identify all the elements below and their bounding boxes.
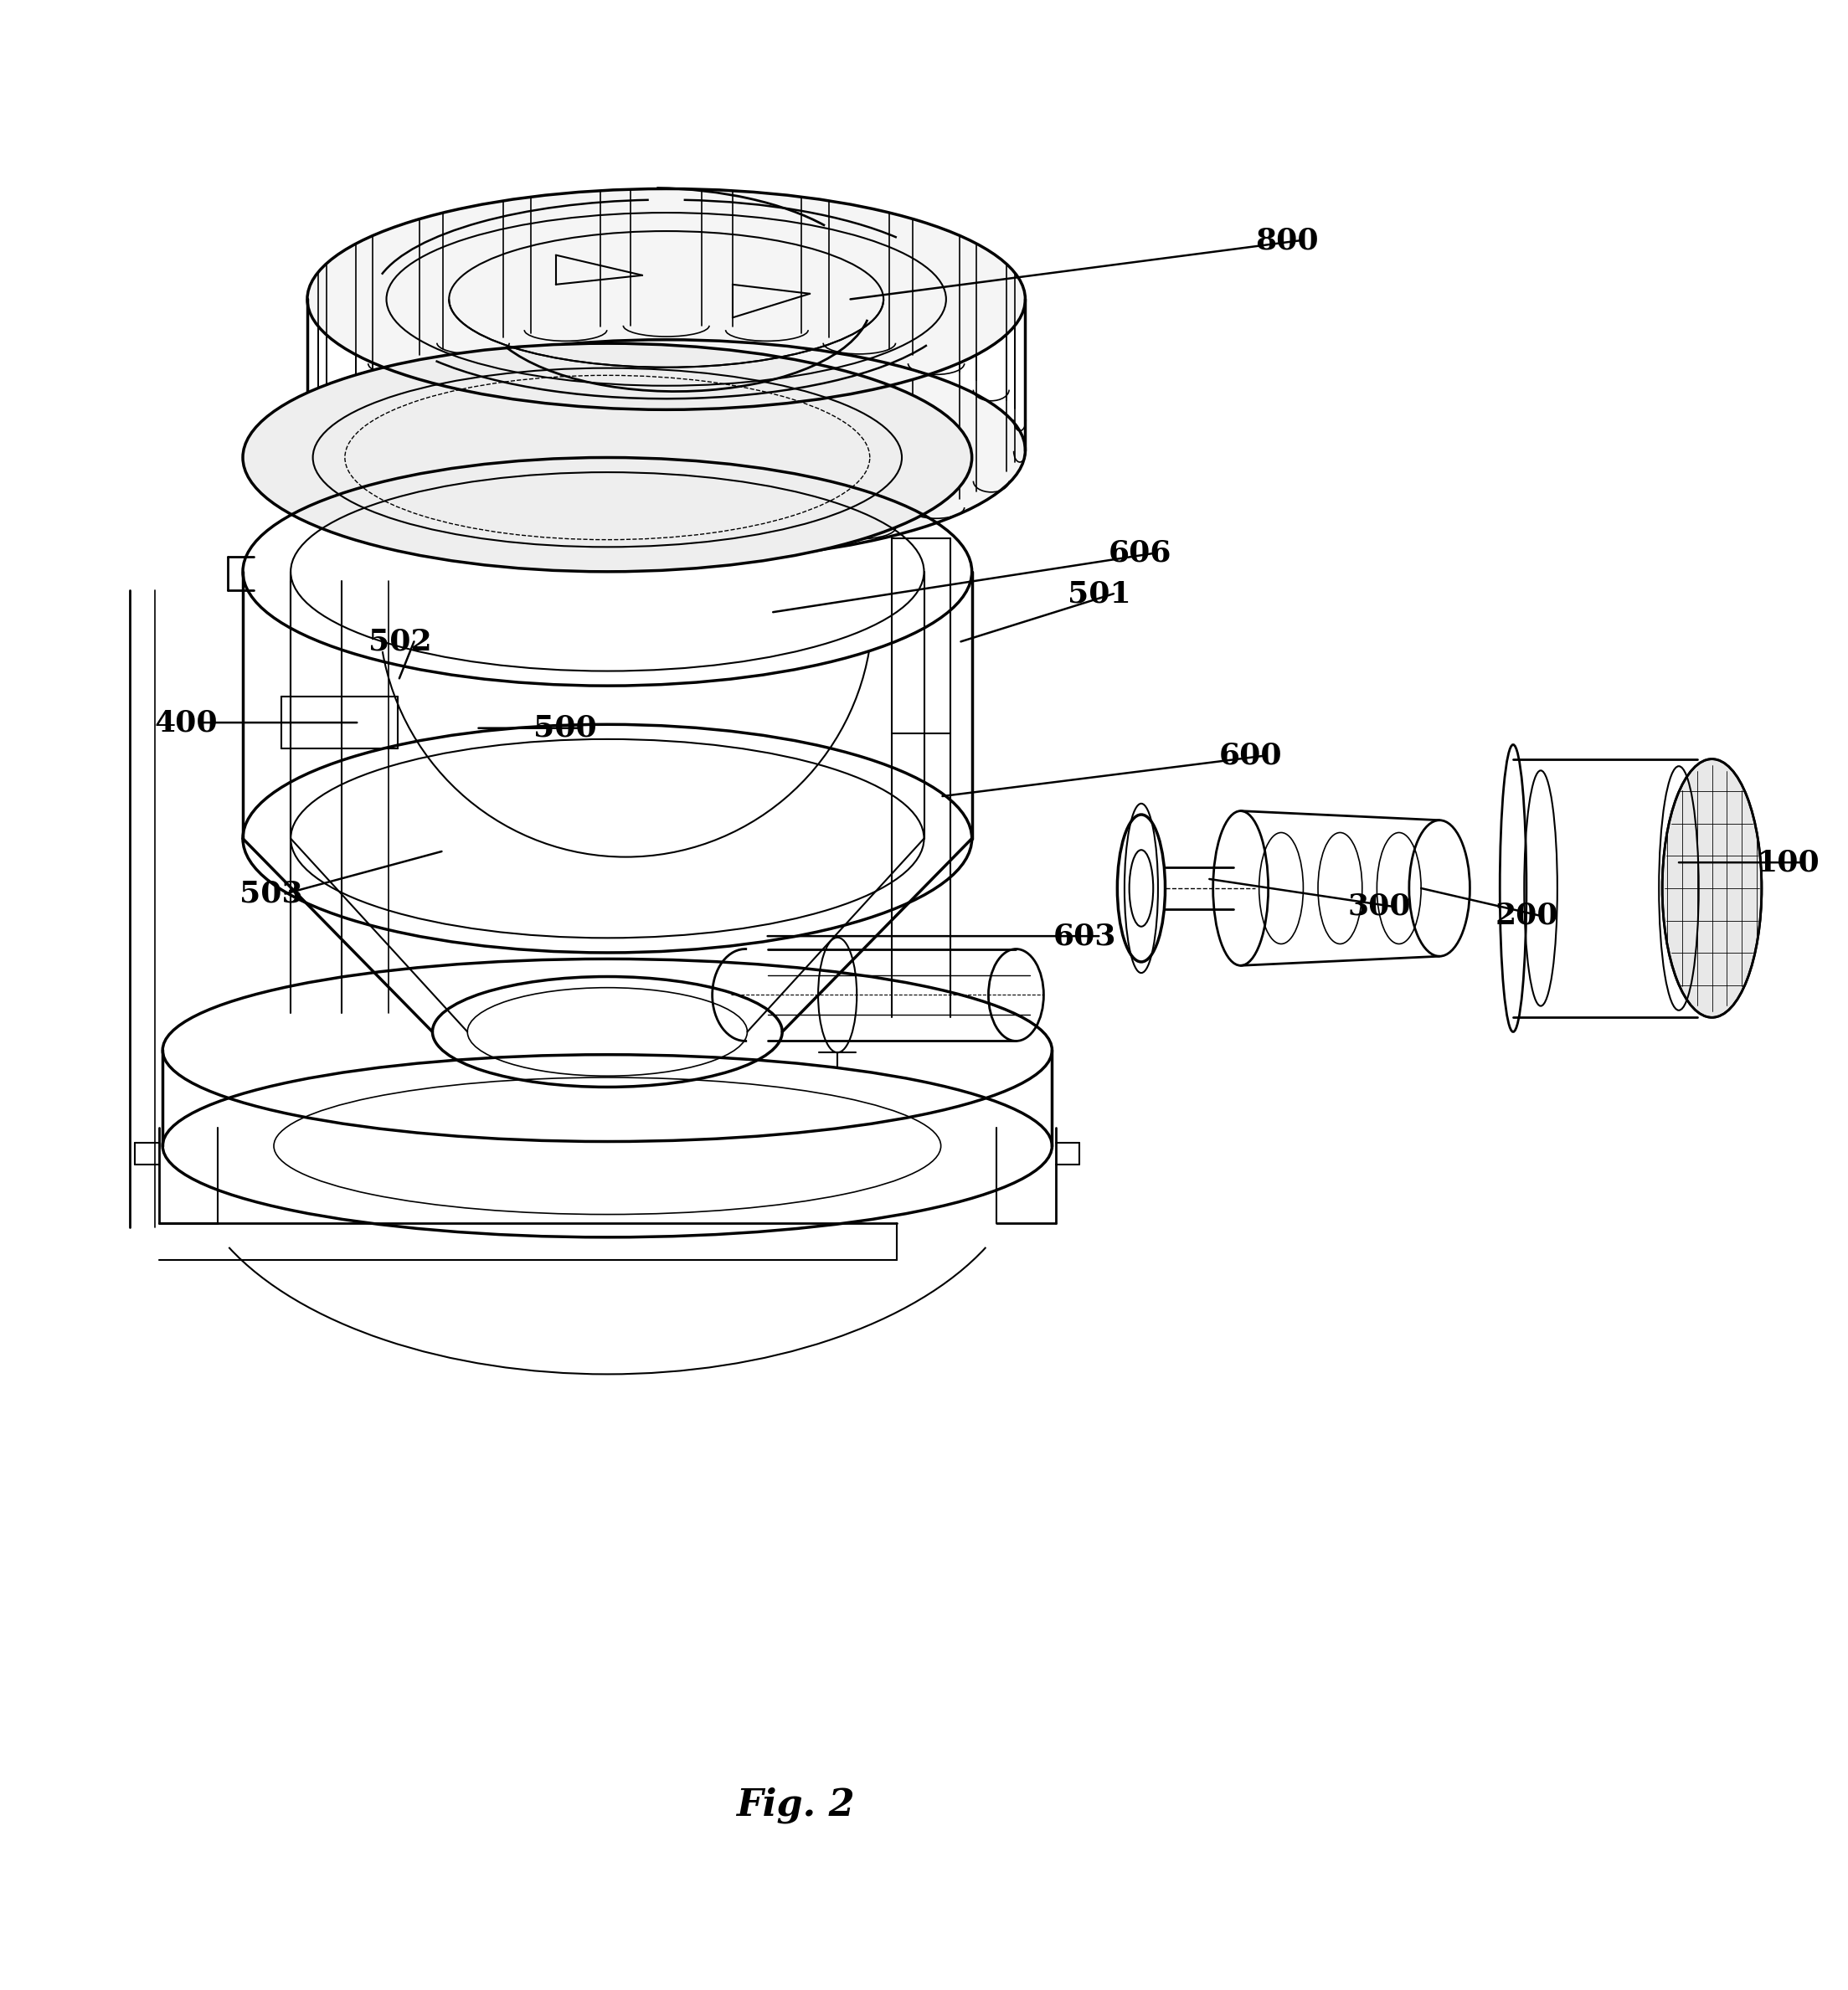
- Ellipse shape: [242, 344, 972, 571]
- Text: 606: 606: [1109, 539, 1172, 567]
- Text: Fig. 2: Fig. 2: [736, 1787, 854, 1823]
- Text: 503: 503: [238, 880, 303, 907]
- Text: 400: 400: [155, 708, 218, 736]
- Text: 200: 200: [1495, 901, 1558, 929]
- Text: 300: 300: [1347, 892, 1410, 921]
- Text: 502: 502: [368, 627, 431, 657]
- Ellipse shape: [1661, 758, 1761, 1017]
- Text: 500: 500: [534, 714, 597, 742]
- Text: 100: 100: [1756, 848, 1820, 878]
- Ellipse shape: [307, 189, 1026, 410]
- Text: 600: 600: [1218, 742, 1283, 770]
- Ellipse shape: [307, 340, 1026, 561]
- Text: 501: 501: [1068, 579, 1131, 609]
- Text: 603: 603: [1053, 921, 1116, 951]
- Text: 800: 800: [1255, 227, 1319, 255]
